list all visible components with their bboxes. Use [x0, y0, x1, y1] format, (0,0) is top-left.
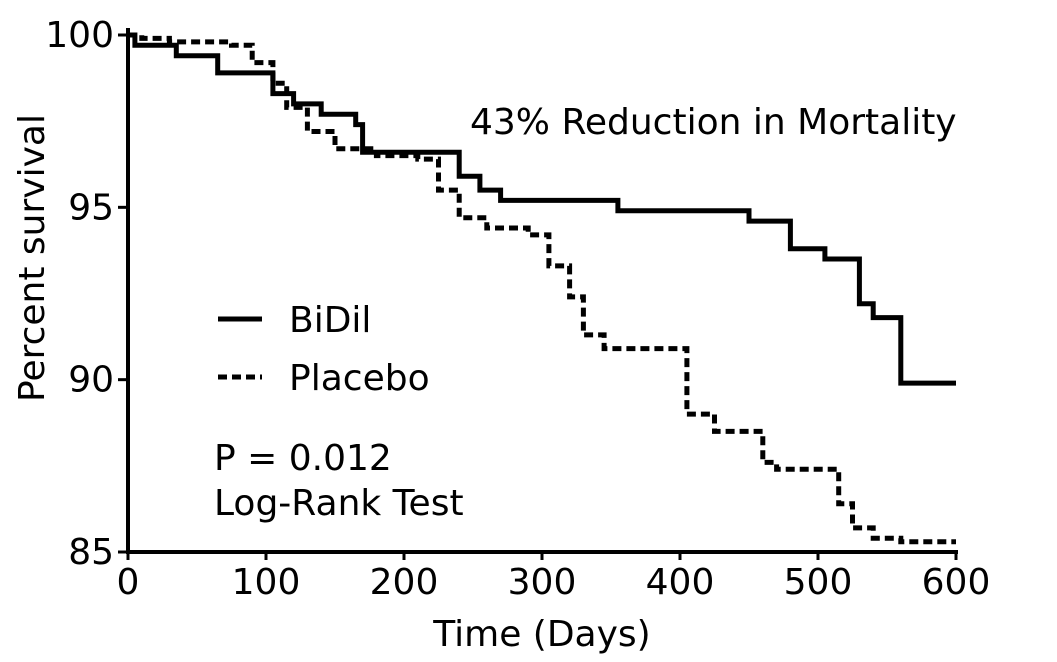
legend-label-bidil: BiDil — [289, 300, 371, 341]
x-tick-label: 500 — [784, 562, 853, 603]
x-tick-label: 0 — [117, 562, 140, 603]
test-annotation: Log-Rank Test — [214, 483, 464, 524]
y-tick-label: 85 — [68, 532, 114, 573]
reduction-annotation: 43% Reduction in Mortality — [470, 102, 957, 143]
x-tick-label: 400 — [646, 562, 715, 603]
legend: BiDil Placebo — [218, 300, 430, 399]
x-tick-label: 600 — [922, 562, 991, 603]
x-axis-title: Time (Days) — [432, 614, 650, 655]
series-line-bidil — [128, 32, 956, 386]
series-layer — [128, 32, 956, 545]
x-tick-label: 300 — [508, 562, 577, 603]
p-value-annotation: P = 0.012 — [214, 438, 392, 479]
y-tick-label: 90 — [68, 360, 114, 401]
legend-label-placebo: Placebo — [289, 358, 430, 399]
y-axis-title: Percent survival — [12, 114, 53, 402]
ticks: 0 100 200 300 400 500 600 85 90 95 100 — [45, 15, 990, 603]
y-tick-label: 100 — [45, 15, 114, 56]
y-tick-label: 95 — [68, 187, 114, 228]
x-tick-label: 200 — [370, 562, 439, 603]
x-tick-label: 100 — [232, 562, 301, 603]
series-line-placebo — [128, 32, 956, 545]
